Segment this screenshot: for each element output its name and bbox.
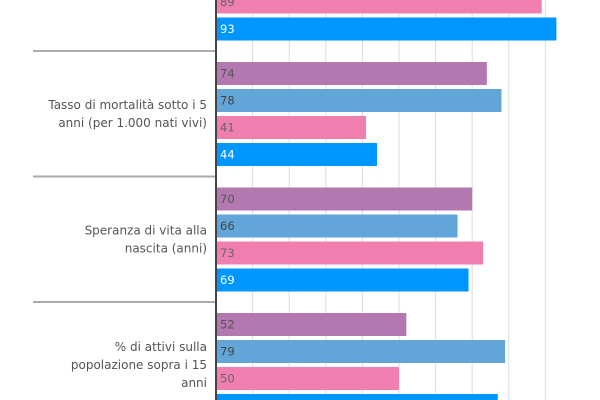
bar	[216, 0, 542, 14]
data-label: 79	[220, 345, 235, 359]
data-label: 78	[220, 94, 235, 108]
category-label: % di attivi sulla	[115, 340, 207, 354]
data-label: 73	[220, 246, 235, 260]
bar	[216, 241, 484, 265]
data-label: 69	[220, 273, 235, 287]
bar	[216, 62, 487, 85]
category-label: anni	[181, 376, 207, 390]
bar	[216, 367, 399, 390]
bar	[216, 89, 502, 112]
data-label: 70	[220, 192, 235, 206]
bar	[216, 313, 407, 336]
data-label: 50	[220, 372, 235, 386]
bar	[216, 214, 458, 238]
data-label: 89	[220, 0, 235, 9]
data-label: 93	[220, 22, 235, 36]
data-label: 74	[220, 67, 235, 81]
category-label: nascita (anni)	[125, 242, 207, 256]
data-label: 41	[220, 121, 235, 135]
category-label: Tasso di mortalità sotto i 5	[47, 98, 207, 112]
data-label: 66	[220, 219, 235, 233]
bar	[216, 340, 506, 363]
bar	[216, 187, 473, 211]
data-label: 77	[220, 399, 235, 400]
data-label: 52	[220, 318, 235, 332]
category-label: anni (per 1.000 nati vivi)	[58, 116, 207, 130]
bar	[216, 268, 469, 292]
bar	[216, 394, 498, 400]
data-label: 44	[220, 148, 235, 162]
category-label: Speranza di vita alla	[85, 224, 207, 238]
bar	[216, 143, 378, 166]
bar	[216, 116, 367, 139]
bar	[216, 17, 557, 41]
category-label: popolazione sopra i 15	[71, 358, 207, 372]
